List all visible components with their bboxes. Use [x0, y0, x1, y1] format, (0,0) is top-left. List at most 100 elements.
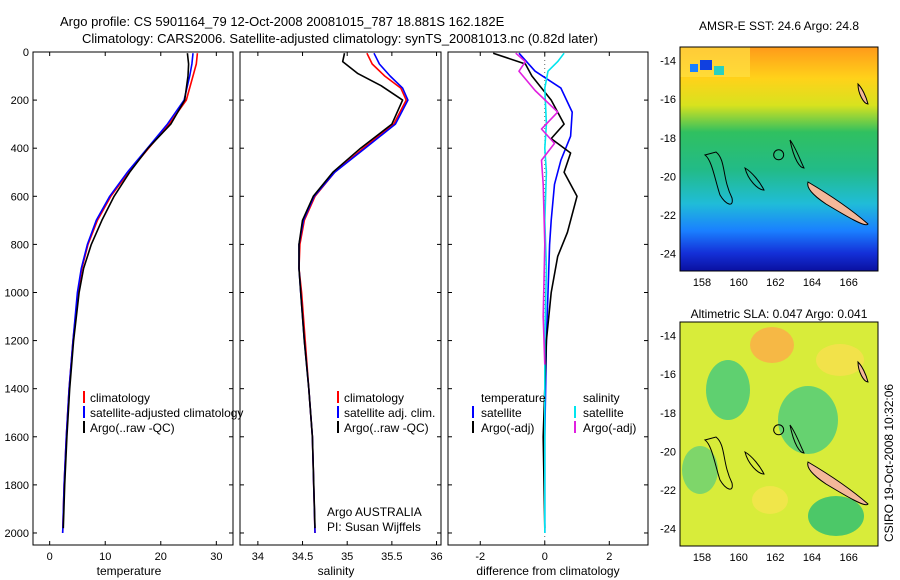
- map-x-tick-label: 162: [766, 552, 784, 564]
- temperature-xlabel: temperature: [97, 564, 162, 578]
- legend-temperature-title: temperature: [481, 391, 546, 405]
- map-y-tick-label: -20: [660, 446, 676, 458]
- x-tick-label: 35.5: [381, 551, 402, 563]
- coastline-vanuatu: [857, 82, 869, 105]
- legend-sal-satellite-label: satellite: [583, 406, 624, 420]
- series-line-temperature-1: [61, 53, 194, 534]
- map-y-tick-label: -20: [660, 171, 676, 183]
- x-tick-label: 34.5: [292, 551, 313, 563]
- y-tick-label: 600: [11, 191, 29, 203]
- coastline-vanuatu: [857, 360, 869, 383]
- map-x-tick-label: 158: [693, 552, 711, 564]
- difference-legend: temperature satellite Argo(-adj) salinit…: [472, 391, 636, 435]
- legend-salinity-title: salinity: [583, 391, 620, 405]
- sla-map-title: Altimetric SLA: 0.047 Argo: 0.041: [691, 307, 868, 321]
- coastline-dentrecasteaux: [789, 139, 805, 169]
- map-y-tick-label: -24: [660, 249, 676, 261]
- coastline-new-caledonia: [807, 181, 869, 226]
- sla-low-anomaly: [682, 446, 718, 494]
- map-y-tick-label: -24: [660, 524, 676, 536]
- sst-field: [680, 47, 878, 271]
- map-x-tick-label: 164: [803, 552, 821, 564]
- sla-map-frame: [679, 321, 879, 547]
- y-tick-label: 2000: [5, 528, 29, 540]
- salinity-axes: [239, 51, 442, 546]
- series-line-temperature-0: [61, 53, 199, 534]
- map-x-tick-label: 166: [839, 552, 857, 564]
- x-tick-label: 10: [99, 551, 111, 563]
- coastline-chesterfield: [703, 151, 733, 205]
- map-x-tick-label: 160: [729, 277, 747, 289]
- legend-climatology-label: climatology: [90, 391, 150, 405]
- map-y-tick-label: -18: [660, 133, 676, 145]
- profile-lines-layer: [61, 52, 578, 534]
- header-line-2: Climatology: CARS2006. Satellite-adjuste…: [82, 31, 598, 46]
- y-tick-label: 400: [11, 143, 29, 155]
- legend-climatology-label: climatology: [344, 391, 404, 405]
- series-line-difference-1: [492, 52, 578, 529]
- x-tick-label: 34: [252, 551, 264, 563]
- series-line-difference-3: [515, 52, 559, 365]
- salinity-legend: climatology satellite adj. clim. Argo(..…: [337, 391, 435, 435]
- x-tick-label: 30: [210, 551, 222, 563]
- x-tick-label: 0: [47, 551, 53, 563]
- x-tick-label: 35: [341, 551, 353, 563]
- footer-credit: CSIRO 19-Oct-2008 10:32:06: [882, 384, 896, 542]
- sla-low-anomaly: [706, 360, 750, 420]
- argo-position-marker: [773, 149, 785, 161]
- map-y-tick-label: -16: [660, 369, 676, 381]
- map-x-tick-label: 164: [803, 277, 821, 289]
- sst-cloud-mask: [690, 64, 698, 72]
- legend-argo-label: Argo(..raw -QC): [90, 421, 175, 435]
- map-y-tick-label: -16: [660, 94, 676, 106]
- x-tick-label: 36: [430, 551, 442, 563]
- salinity-xlabel: salinity: [318, 564, 355, 578]
- map-y-tick-label: -22: [660, 485, 676, 497]
- legend-satellite-label: satellite-adjusted climatology: [90, 406, 243, 420]
- y-tick-label: 1400: [5, 384, 29, 396]
- y-tick-label: 1800: [5, 480, 29, 492]
- temperature-legend: climatology satellite-adjusted climatolo…: [83, 391, 243, 435]
- temperature-axes: [32, 51, 234, 546]
- coastline-chesterfield: [703, 436, 733, 490]
- map-y-tick-label: -14: [660, 331, 676, 343]
- coastline-reef: [744, 166, 765, 191]
- map-x-tick-label: 158: [693, 277, 711, 289]
- sst-map: [680, 47, 878, 271]
- map-y-tick-label: -22: [660, 210, 676, 222]
- sla-high-anomaly: [816, 344, 864, 376]
- map-x-tick-label: 160: [729, 552, 747, 564]
- sst-map-title: AMSR-E SST: 24.6 Argo: 24.8: [699, 19, 859, 33]
- y-tick-label: 1600: [5, 432, 29, 444]
- sla-low-anomaly: [778, 386, 838, 454]
- coastline-reef: [744, 450, 765, 475]
- legend-satellite-label: satellite adj. clim.: [344, 406, 435, 420]
- y-tick-label: 800: [11, 239, 29, 251]
- x-tick-label: 2: [606, 551, 612, 563]
- sst-map-frame: [679, 46, 879, 272]
- float-annotation-program: Argo AUSTRALIA: [327, 505, 422, 519]
- x-tick-label: 0: [542, 551, 548, 563]
- sla-high-anomaly: [750, 327, 794, 363]
- sla-map: [680, 322, 878, 546]
- sla-high-anomaly: [752, 486, 788, 514]
- x-tick-label: 20: [155, 551, 167, 563]
- x-tick-label: -2: [475, 551, 485, 563]
- legend-temp-satellite-label: satellite: [481, 406, 522, 420]
- argo-position-marker: [773, 424, 785, 436]
- map-y-tick-label: -14: [660, 56, 676, 68]
- legend-temp-argo-label: Argo(-adj): [481, 421, 534, 435]
- y-tick-label: 1200: [5, 336, 29, 348]
- sst-cloud-mask: [700, 60, 712, 70]
- sst-cloud-mask: [714, 66, 724, 75]
- series-line-salinity-2: [298, 53, 404, 529]
- y-tick-label: 200: [11, 95, 29, 107]
- map-x-tick-label: 162: [766, 277, 784, 289]
- difference-axes: [447, 51, 649, 546]
- map-y-tick-label: -18: [660, 408, 676, 420]
- header-line-1: Argo profile: CS 5901164_79 12-Oct-2008 …: [60, 14, 505, 29]
- legend-argo-label: Argo(..raw -QC): [344, 421, 429, 435]
- legend-sal-argo-label: Argo(-adj): [583, 421, 636, 435]
- coastline-new-caledonia: [807, 461, 869, 506]
